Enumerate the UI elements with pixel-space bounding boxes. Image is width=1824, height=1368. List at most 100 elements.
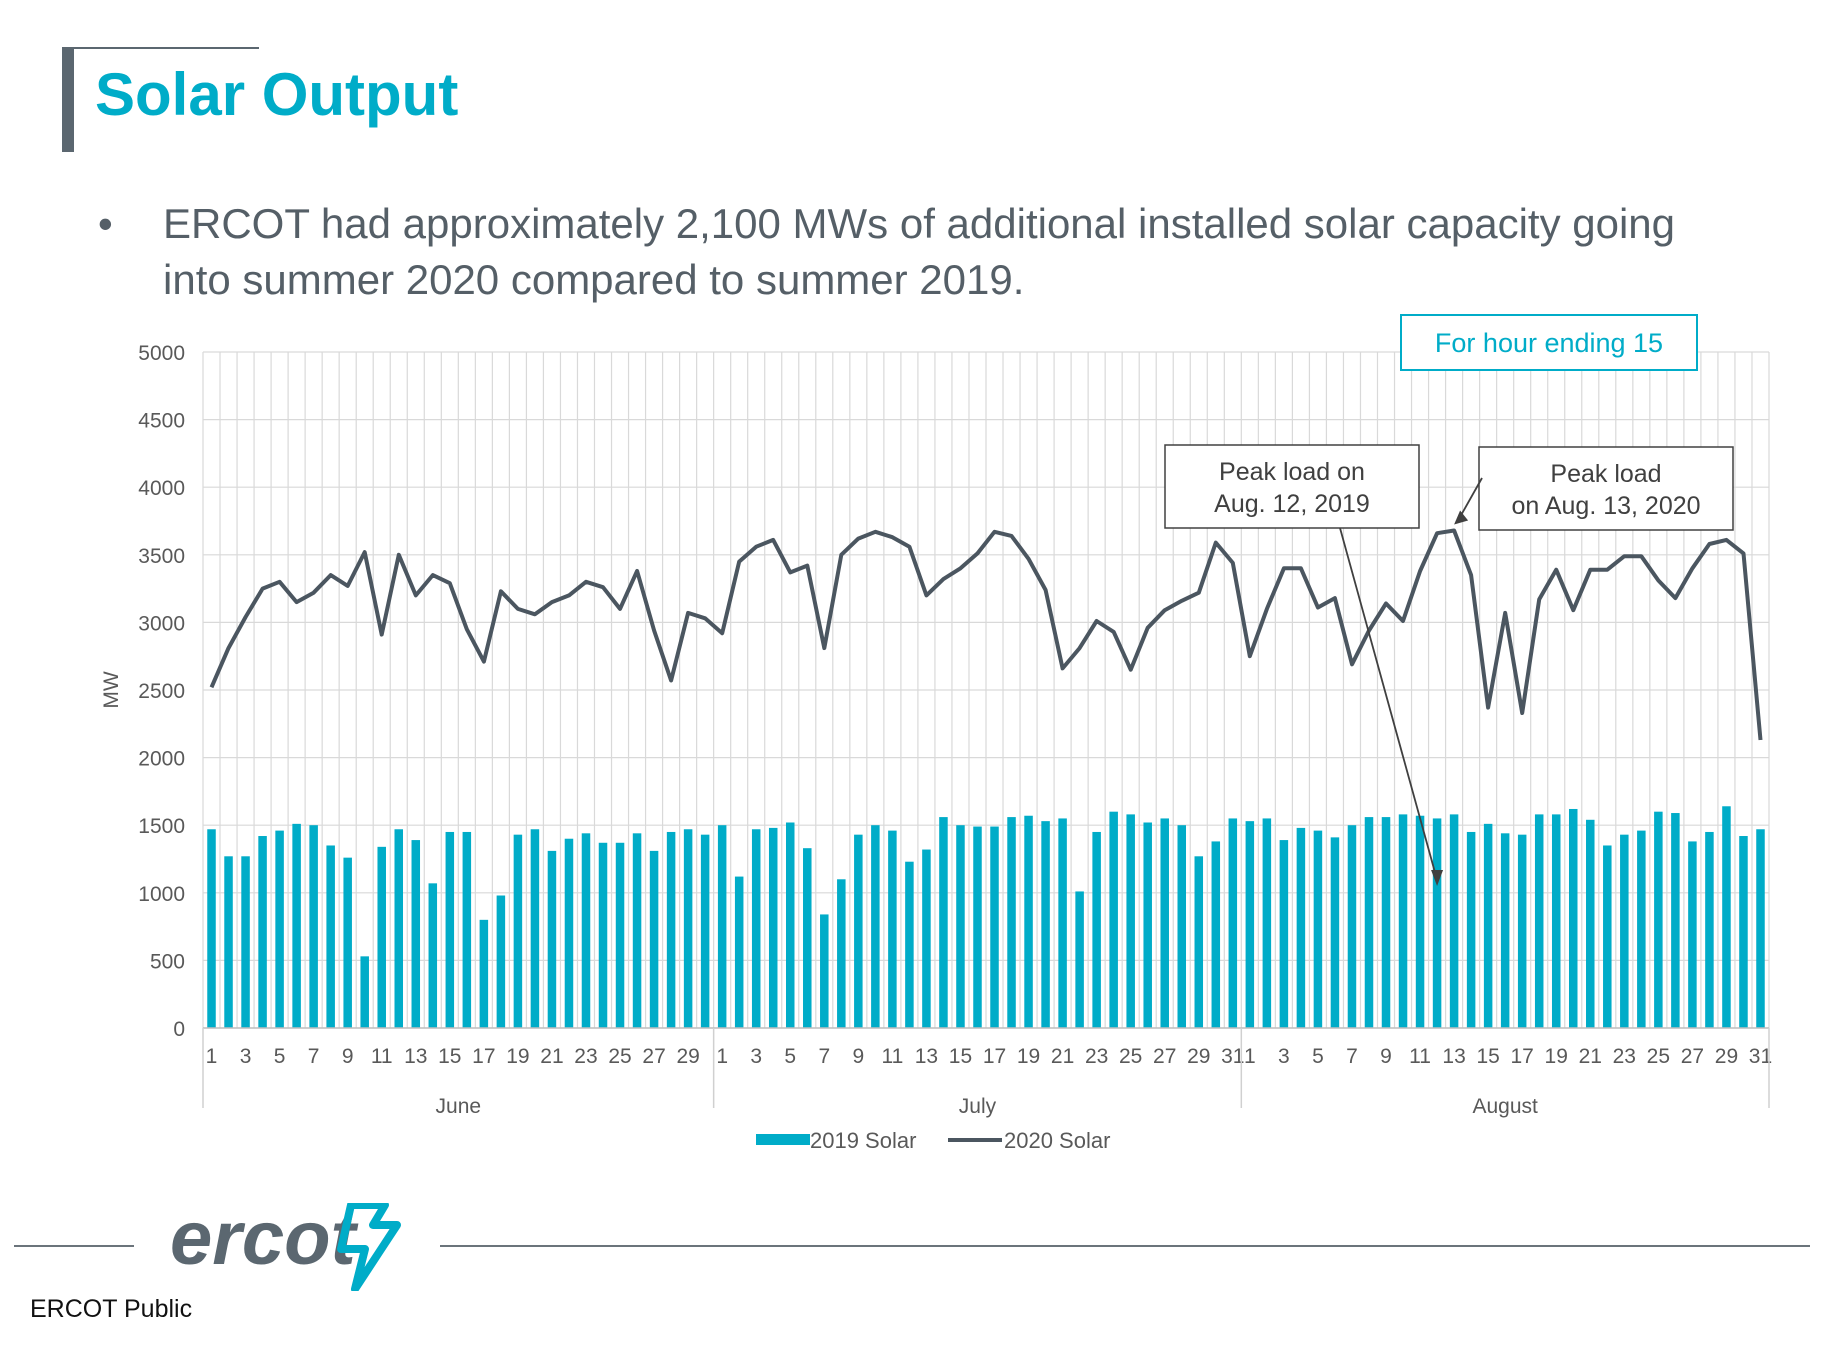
x-tick-label: 3: [1278, 1045, 1290, 1068]
x-tick-label: 9: [342, 1045, 354, 1068]
bar-2019-solar: [241, 856, 250, 1028]
bar-2019-solar: [581, 833, 591, 1028]
legend-swatch-2019-solar: [756, 1134, 810, 1145]
bar-2019-solar: [1126, 814, 1135, 1028]
x-tick-label: 19: [1545, 1045, 1568, 1068]
month-label: July: [959, 1095, 997, 1118]
bar-2019-solar: [479, 919, 489, 1028]
x-tick-label: 5: [274, 1045, 286, 1068]
x-tick-label: 11: [881, 1045, 903, 1068]
bar-2019-solar: [615, 842, 625, 1028]
hour-ending-box: [1400, 314, 1698, 371]
x-tick-label: 23: [1613, 1045, 1636, 1068]
x-tick-label: 5: [784, 1045, 796, 1068]
bar-2019-solar: [1092, 831, 1101, 1028]
x-tick-label: 7: [818, 1045, 830, 1068]
bar-2019-solar: [1432, 818, 1442, 1028]
bar-2019-solar: [1296, 827, 1306, 1028]
bar-2019-solar: [683, 829, 693, 1028]
bar-2019-solar: [956, 825, 965, 1028]
x-tick-label: 21: [1579, 1045, 1602, 1068]
x-tick-label: 21: [1051, 1045, 1074, 1068]
bar-2019-solar: [496, 895, 506, 1028]
x-tick-label: 23: [574, 1045, 597, 1068]
bar-2019-solar: [1517, 834, 1527, 1028]
x-tick-label: 1: [1244, 1045, 1256, 1068]
bar-2019-solar: [394, 829, 404, 1028]
bar-2019-solar: [649, 850, 659, 1028]
x-tick-label: 1: [716, 1045, 728, 1068]
bar-2019-solar: [1330, 837, 1340, 1028]
footer-rule-left: [14, 1245, 134, 1247]
bar-2019-solar: [292, 823, 301, 1028]
bar-2019-solar: [1534, 814, 1544, 1028]
bar-2019-solar: [1194, 856, 1204, 1028]
x-tick-label: 21: [540, 1045, 563, 1068]
bar-2019-solar: [1551, 814, 1561, 1028]
bar-2019-solar: [1177, 825, 1187, 1028]
bar-2019-solar: [360, 956, 369, 1028]
callout-label-2019: Aug. 12, 2019: [1214, 490, 1370, 518]
x-tick-label: 25: [1119, 1045, 1142, 1068]
bullet-text: ERCOT had approximately 2,100 MWs of add…: [163, 200, 1675, 303]
bar-2019-solar: [1483, 823, 1493, 1028]
x-tick-label: 31: [1221, 1045, 1244, 1068]
x-tick-label: 9: [852, 1045, 864, 1068]
bar-2019-solar: [530, 829, 540, 1028]
bar-2019-solar: [564, 838, 574, 1028]
bar-2019-solar: [632, 833, 642, 1028]
bar-2019-solar: [1058, 818, 1067, 1028]
bar-2019-solar: [1364, 817, 1374, 1028]
x-tick-label: 25: [1647, 1045, 1670, 1068]
bar-2019-solar: [1109, 811, 1118, 1028]
bar-2019-solar: [1449, 814, 1459, 1028]
x-tick-label: 29: [676, 1045, 699, 1068]
x-tick-label: 11: [371, 1045, 393, 1068]
callout-label-2019: Peak load on: [1219, 458, 1365, 486]
x-tick-label: 29: [1187, 1045, 1210, 1068]
callout-arrowhead-2020: [1454, 510, 1469, 525]
callout-box-2019: [1164, 444, 1420, 529]
x-tick-label: 23: [1085, 1045, 1108, 1068]
x-tick-label: 13: [404, 1045, 427, 1068]
legend-label-2020-solar: 2020 Solar: [1004, 1128, 1110, 1153]
bar-2019-solar: [939, 817, 948, 1028]
bar-2019-solar: [1211, 841, 1221, 1028]
x-tick-label: 15: [949, 1045, 972, 1068]
title-rule: [62, 47, 259, 49]
y-tick-label: 2500: [138, 680, 185, 703]
y-tick-label: 2000: [138, 748, 185, 771]
y-axis-label: MW: [100, 671, 123, 708]
bar-2019-solar: [547, 850, 557, 1028]
bar-2019-solar: [377, 846, 386, 1028]
callout-label-2020: Peak load: [1550, 460, 1661, 488]
bar-2019-solar: [1245, 821, 1255, 1028]
bar-2019-solar: [1637, 830, 1646, 1028]
bar-2019-solar: [837, 879, 846, 1028]
ercot-logo-text: ercot: [170, 1196, 356, 1281]
month-label: August: [1472, 1095, 1538, 1118]
bar-2019-solar: [1603, 845, 1612, 1028]
x-tick-label: 13: [1442, 1045, 1465, 1068]
bar-2019-solar: [1347, 825, 1357, 1028]
x-tick-label: 17: [1511, 1045, 1534, 1068]
bar-2019-solar: [666, 831, 676, 1028]
bar-2019-solar: [1398, 814, 1408, 1028]
bar-2019-solar: [1262, 818, 1272, 1028]
bar-2019-solar: [1143, 822, 1152, 1028]
month-label: June: [436, 1095, 482, 1118]
bar-2019-solar: [1160, 818, 1169, 1028]
bar-2019-solar: [462, 831, 472, 1028]
bar-2019-solar: [888, 830, 897, 1028]
bar-2019-solar: [922, 849, 931, 1028]
annotation-layer: For hour ending 15 Peak load on Aug. 12, 2…: [1164, 314, 1734, 886]
bar-2019-solar: [854, 834, 863, 1028]
bar-2019-solar: [309, 825, 318, 1028]
bar-2019-solar: [1688, 841, 1697, 1028]
bar-2019-solar: [1228, 818, 1238, 1028]
x-tick-label: 17: [472, 1045, 495, 1068]
y-tick-label: 1500: [138, 815, 185, 838]
bar-2019-solar: [751, 829, 761, 1028]
bar-2019-solar: [598, 842, 608, 1028]
bar-2019-solar: [803, 848, 812, 1028]
